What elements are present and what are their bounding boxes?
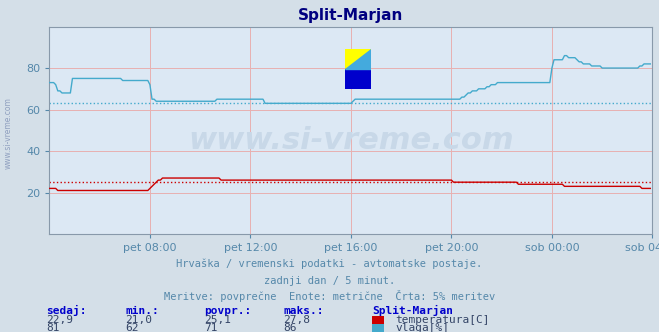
Text: vlaga[%]: vlaga[%]: [395, 323, 449, 332]
Text: 27,8: 27,8: [283, 315, 310, 325]
Text: sedaj:: sedaj:: [46, 305, 86, 316]
Text: www.si-vreme.com: www.si-vreme.com: [3, 97, 13, 169]
Text: maks.:: maks.:: [283, 306, 324, 316]
Title: Split-Marjan: Split-Marjan: [299, 8, 403, 23]
Text: 25,1: 25,1: [204, 315, 231, 325]
Text: 22,9: 22,9: [46, 315, 73, 325]
Text: 21,0: 21,0: [125, 315, 152, 325]
Bar: [345, 69, 371, 89]
Text: Meritve: povprečne  Enote: metrične  Črta: 5% meritev: Meritve: povprečne Enote: metrične Črta:…: [164, 290, 495, 302]
Text: zadnji dan / 5 minut.: zadnji dan / 5 minut.: [264, 276, 395, 286]
Text: 71: 71: [204, 323, 217, 332]
Text: Split-Marjan: Split-Marjan: [372, 305, 453, 316]
Text: min.:: min.:: [125, 306, 159, 316]
Text: www.si-vreme.com: www.si-vreme.com: [188, 126, 514, 155]
Text: Hrvaška / vremenski podatki - avtomatske postaje.: Hrvaška / vremenski podatki - avtomatske…: [177, 259, 482, 269]
Text: temperatura[C]: temperatura[C]: [395, 315, 490, 325]
Text: 86: 86: [283, 323, 297, 332]
Text: 81: 81: [46, 323, 59, 332]
Polygon shape: [345, 49, 371, 69]
Text: povpr.:: povpr.:: [204, 306, 252, 316]
Text: 62: 62: [125, 323, 138, 332]
